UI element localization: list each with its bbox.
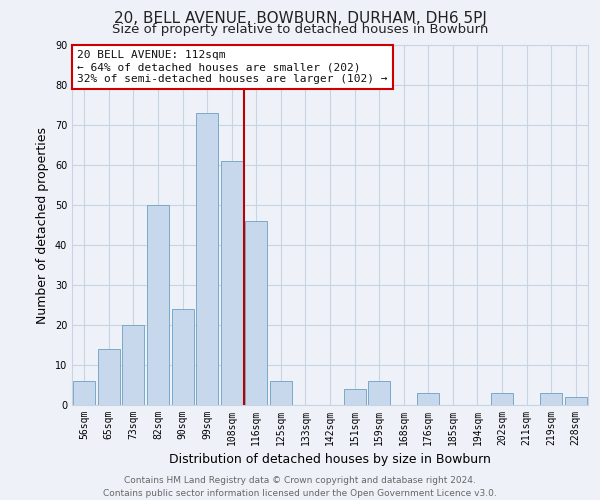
Bar	[122, 325, 145, 405]
Bar	[491, 393, 513, 405]
Bar	[344, 389, 365, 405]
Bar	[221, 161, 243, 405]
Bar	[368, 381, 390, 405]
Bar	[540, 393, 562, 405]
Bar	[172, 309, 194, 405]
Text: Size of property relative to detached houses in Bowburn: Size of property relative to detached ho…	[112, 22, 488, 36]
X-axis label: Distribution of detached houses by size in Bowburn: Distribution of detached houses by size …	[169, 454, 491, 466]
Bar	[417, 393, 439, 405]
Text: 20 BELL AVENUE: 112sqm
← 64% of detached houses are smaller (202)
32% of semi-de: 20 BELL AVENUE: 112sqm ← 64% of detached…	[77, 50, 388, 84]
Text: 20, BELL AVENUE, BOWBURN, DURHAM, DH6 5PJ: 20, BELL AVENUE, BOWBURN, DURHAM, DH6 5P…	[113, 11, 487, 26]
Bar	[73, 381, 95, 405]
Y-axis label: Number of detached properties: Number of detached properties	[36, 126, 49, 324]
Bar	[98, 349, 120, 405]
Text: Contains HM Land Registry data © Crown copyright and database right 2024.
Contai: Contains HM Land Registry data © Crown c…	[103, 476, 497, 498]
Bar	[270, 381, 292, 405]
Bar	[565, 397, 587, 405]
Bar	[147, 205, 169, 405]
Bar	[245, 221, 268, 405]
Bar	[196, 113, 218, 405]
